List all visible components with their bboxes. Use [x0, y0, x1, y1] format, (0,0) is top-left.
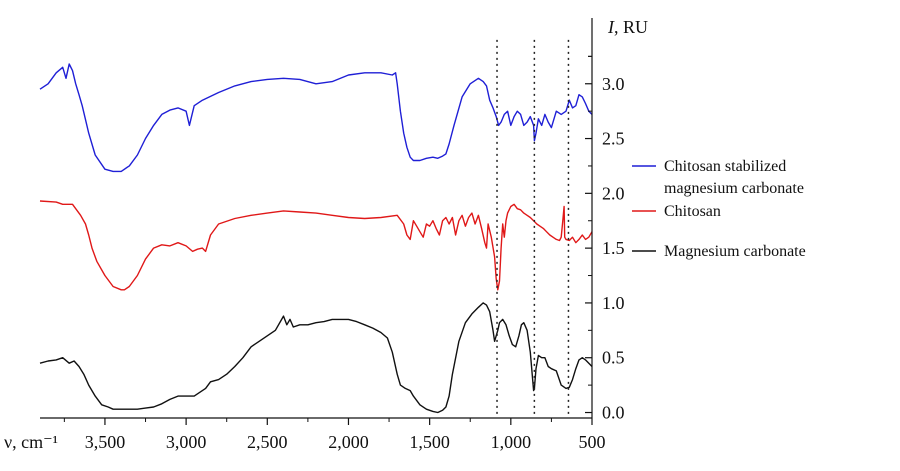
x-tick-label: 1,500 [409, 432, 450, 452]
series-line-2 [39, 200, 593, 291]
y-tick-label: 3.0 [602, 74, 625, 94]
series-line-1 [39, 63, 593, 173]
x-tick-label: 2,000 [328, 432, 369, 452]
y-tick-label: 2.0 [602, 183, 625, 203]
y-tick-label: 0.0 [602, 403, 625, 423]
series-line-3 [39, 302, 593, 414]
y-tick-label: 1.5 [602, 238, 625, 258]
y-tick-label: 2.5 [602, 129, 625, 149]
x-tick-label: 3,000 [166, 432, 207, 452]
legend-label: Chitosan [664, 203, 721, 220]
plot-area [39, 63, 593, 414]
y-axis: 0.0 0.5 1.0 1.5 2.0 2.5 3.0 [585, 18, 625, 423]
x-axis-title: ν, cm⁻¹ [4, 432, 58, 452]
reference-lines [496, 39, 570, 418]
y-axis-title: I, RU [607, 17, 648, 37]
y-tick-label: 1.0 [602, 293, 625, 313]
y-axis-title-unit: , RU [614, 17, 648, 37]
legend: Chitosan stabilized magnesium carbonate Ch… [632, 158, 806, 260]
legend-label: Magnesium carbonate [664, 243, 806, 260]
x-axis: 3,500 3,000 2,500 2,000 1,500 1,000 500 [40, 417, 606, 452]
x-tick-label: 500 [579, 432, 606, 452]
x-tick-label: 3,500 [85, 432, 126, 452]
legend-label: Chitosan stabilized magnesium carbonate [664, 158, 804, 197]
x-tick-label: 1,000 [491, 432, 532, 452]
y-axis-title-symbol: I [607, 17, 615, 37]
y-tick-label: 0.5 [602, 348, 625, 368]
x-tick-label: 2,500 [247, 432, 288, 452]
